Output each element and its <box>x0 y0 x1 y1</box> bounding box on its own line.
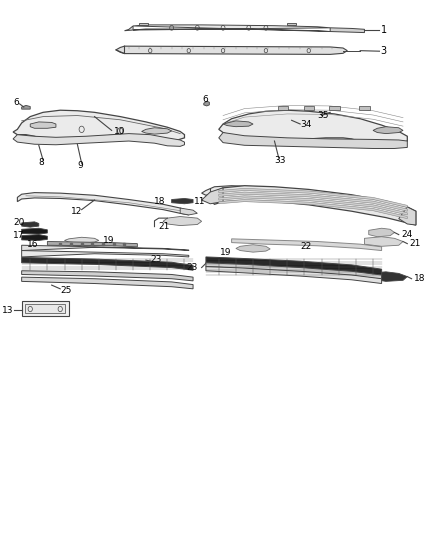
Polygon shape <box>21 106 30 109</box>
Polygon shape <box>399 207 416 225</box>
Polygon shape <box>13 110 184 142</box>
Polygon shape <box>25 304 65 313</box>
Text: 6: 6 <box>13 98 19 107</box>
Text: 19: 19 <box>103 236 115 245</box>
Text: 24: 24 <box>401 230 412 239</box>
Text: 9: 9 <box>78 161 83 170</box>
Text: 16: 16 <box>27 240 39 249</box>
Polygon shape <box>21 245 189 251</box>
Polygon shape <box>21 301 69 317</box>
Polygon shape <box>21 277 193 289</box>
Polygon shape <box>206 266 381 284</box>
Polygon shape <box>278 106 288 110</box>
Text: 35: 35 <box>317 111 329 120</box>
Polygon shape <box>180 208 198 215</box>
Polygon shape <box>364 237 403 246</box>
Polygon shape <box>64 237 99 243</box>
Polygon shape <box>13 134 184 147</box>
Polygon shape <box>206 257 381 276</box>
Text: 8: 8 <box>39 158 45 167</box>
Polygon shape <box>124 26 133 31</box>
Polygon shape <box>21 235 47 240</box>
Polygon shape <box>21 222 39 227</box>
Text: 18: 18 <box>414 274 425 283</box>
Text: 10: 10 <box>114 127 125 136</box>
Polygon shape <box>21 228 47 234</box>
Text: 21: 21 <box>159 222 170 231</box>
Polygon shape <box>163 216 201 225</box>
Polygon shape <box>219 199 407 219</box>
Text: 25: 25 <box>60 286 71 295</box>
Polygon shape <box>219 110 407 146</box>
Polygon shape <box>139 23 148 25</box>
Polygon shape <box>329 106 339 110</box>
Polygon shape <box>330 28 364 33</box>
Text: 22: 22 <box>300 243 311 252</box>
Polygon shape <box>206 263 381 279</box>
Text: 11: 11 <box>194 197 206 206</box>
Polygon shape <box>21 251 189 257</box>
Polygon shape <box>210 185 416 225</box>
Polygon shape <box>21 271 193 281</box>
Polygon shape <box>18 192 189 215</box>
Text: 34: 34 <box>300 119 311 128</box>
Text: 13: 13 <box>2 305 13 314</box>
Polygon shape <box>133 25 330 31</box>
Polygon shape <box>47 241 138 247</box>
Polygon shape <box>21 257 193 270</box>
Polygon shape <box>201 188 223 204</box>
Text: 19: 19 <box>220 248 232 257</box>
Polygon shape <box>201 185 412 216</box>
Text: 3: 3 <box>381 46 387 56</box>
Polygon shape <box>287 23 296 25</box>
Text: 1: 1 <box>381 26 387 36</box>
Text: 12: 12 <box>71 207 82 216</box>
Text: 21: 21 <box>410 239 421 248</box>
Polygon shape <box>204 101 209 106</box>
Polygon shape <box>359 106 370 110</box>
Text: 6: 6 <box>202 95 208 104</box>
Text: 20: 20 <box>13 218 25 227</box>
Text: 33: 33 <box>275 156 286 165</box>
Polygon shape <box>369 228 395 237</box>
Text: 23: 23 <box>186 263 198 272</box>
Polygon shape <box>219 192 407 211</box>
Polygon shape <box>373 127 403 134</box>
Polygon shape <box>141 128 172 134</box>
Text: 17: 17 <box>13 231 25 240</box>
Polygon shape <box>30 122 56 128</box>
Polygon shape <box>172 198 193 204</box>
Text: 18: 18 <box>154 197 165 206</box>
Polygon shape <box>304 106 314 110</box>
Text: 23: 23 <box>150 255 162 264</box>
Polygon shape <box>116 46 347 54</box>
Polygon shape <box>219 133 407 149</box>
Polygon shape <box>223 121 253 127</box>
Polygon shape <box>236 245 270 252</box>
Polygon shape <box>369 272 407 281</box>
Polygon shape <box>232 239 381 251</box>
Polygon shape <box>219 196 407 215</box>
Polygon shape <box>219 188 407 207</box>
